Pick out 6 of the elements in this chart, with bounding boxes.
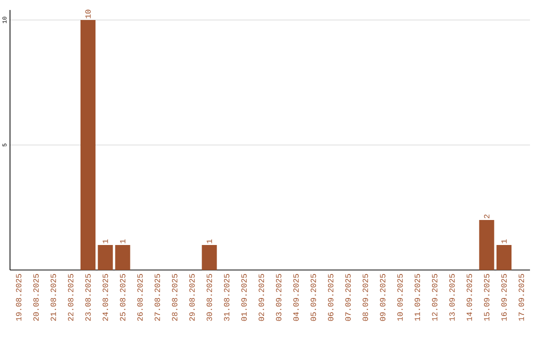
bar xyxy=(496,245,512,270)
bar xyxy=(98,245,113,270)
bar xyxy=(202,245,217,270)
bar xyxy=(479,220,494,270)
bar xyxy=(115,245,130,270)
bar xyxy=(80,20,96,270)
